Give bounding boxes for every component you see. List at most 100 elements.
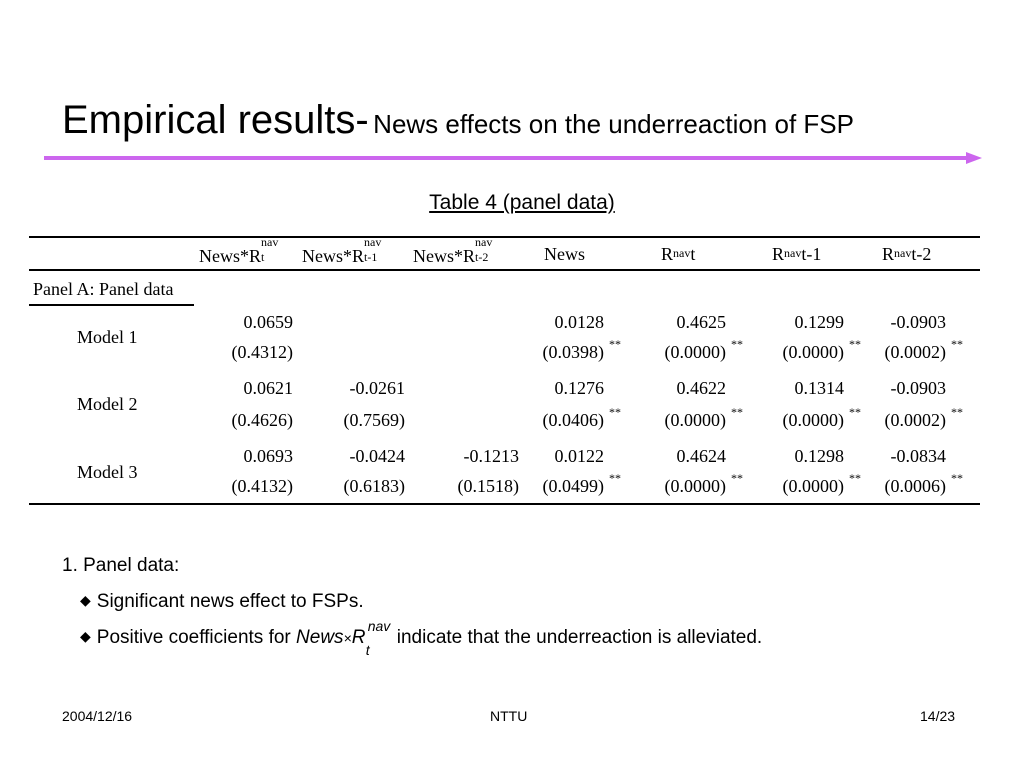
significance-stars: ** (731, 337, 743, 351)
coefficient-cell: 0.0693 (243, 446, 294, 466)
row-label: Model 1 (77, 327, 138, 347)
title-subtitle: News effects on the underreaction of FSP (373, 109, 854, 139)
column-header-superscript: nav (475, 235, 493, 249)
significance-stars: ** (951, 405, 963, 419)
significance-stars: ** (951, 337, 963, 351)
pvalue-cell: (0.0000) (782, 476, 845, 496)
note-bullet-text: Significant news effect to FSPs. (96, 591, 364, 612)
panel-label: Panel A: Panel data (33, 279, 174, 299)
coefficient-cell: 0.0128 (554, 312, 605, 332)
coefficient-cell: -0.0261 (349, 378, 406, 398)
significance-stars: ** (849, 405, 861, 419)
column-header-base: R (882, 244, 895, 264)
row-label: Model 3 (77, 462, 138, 482)
coefficient-cell: -0.0834 (890, 446, 947, 466)
pvalue-cell: (0.0000) (664, 342, 727, 362)
coefficient-cell: -0.0903 (890, 312, 947, 332)
significance-stars: ** (609, 337, 621, 351)
column-header-base: News*R (302, 246, 364, 266)
column-header-superscript: nav (784, 246, 802, 260)
pvalue-cell: (0.0002) (884, 410, 947, 430)
column-header-superscript: nav (364, 235, 382, 249)
coefficient-cell: 0.1276 (554, 378, 605, 398)
pvalue-cell: (0.0398) (542, 342, 605, 362)
significance-stars: ** (731, 471, 743, 485)
pvalue-cell: (0.6183) (343, 476, 406, 496)
pvalue-cell: (0.0499) (542, 476, 605, 496)
note-bullet: ◆ Significant news effect to FSPs. (62, 584, 762, 620)
column-header: Rnavt (661, 244, 695, 265)
coefficient-cell: -0.0424 (349, 446, 406, 466)
significance-stars: ** (849, 337, 861, 351)
column-header-tail: t (690, 244, 696, 264)
column-header-base: News*R (199, 246, 261, 266)
row-label: Model 2 (77, 394, 138, 414)
column-header-scripts: nav t (261, 235, 283, 264)
title-underline-arrow (44, 152, 982, 164)
significance-stars: ** (951, 471, 963, 485)
coefficient-cell: 0.4624 (676, 446, 727, 466)
title-main: Empirical results- (62, 98, 369, 142)
coefficient-cell: 0.1298 (794, 446, 845, 466)
r-symbol: R (351, 627, 366, 648)
table-bottom-rule (29, 503, 980, 505)
pvalue-cell: (0.4132) (231, 476, 294, 496)
significance-stars: ** (609, 471, 621, 485)
column-header-superscript: nav (894, 246, 912, 260)
diamond-bullet-icon: ◆ (80, 628, 91, 644)
column-header-subscript: t (261, 250, 265, 264)
coefficient-cell: -0.0903 (890, 378, 947, 398)
column-header: News*R nav t-2 (413, 235, 497, 267)
column-header-subscript: t-1 (364, 250, 378, 264)
pvalue-cell: (0.4626) (231, 410, 294, 430)
coefficient-cell: 0.0621 (243, 378, 294, 398)
slide-title: Empirical results- News effects on the u… (62, 98, 854, 143)
note-bullet-text-end: indicate that the underreaction is allev… (396, 627, 763, 648)
significance-stars: ** (849, 471, 861, 485)
table-top-rule (29, 236, 980, 238)
coefficient-cell: 0.0659 (243, 312, 294, 332)
times-symbol: × (343, 630, 352, 646)
column-header: News (544, 244, 585, 265)
significance-stars: ** (731, 405, 743, 419)
panel-label-rule (29, 304, 194, 306)
coefficient-cell: 0.1314 (794, 378, 845, 398)
pvalue-cell: (0.0000) (664, 410, 727, 430)
pvalue-cell: (0.4312) (231, 342, 294, 362)
column-header-base: R (772, 244, 785, 264)
pvalue-cell: (0.7569) (343, 410, 406, 430)
column-header-tail: t-2 (911, 244, 932, 264)
column-header: Rnavt-1 (772, 244, 821, 265)
column-header-tail: t-1 (801, 244, 822, 264)
significance-stars: ** (609, 405, 621, 419)
r-superscript: nav (367, 618, 391, 634)
column-header-superscript: nav (261, 235, 279, 249)
coefficient-cell: 0.1299 (794, 312, 845, 332)
pvalue-cell: (0.0000) (782, 410, 845, 430)
table-header-rule (29, 269, 980, 271)
r-subscript: t (365, 642, 370, 658)
results-table: Panel A: Panel data News*R nav t News*R nav t… (29, 235, 980, 506)
column-header-base: News (544, 244, 585, 264)
column-header: News*R nav t (199, 235, 283, 267)
note-bullet-text: Positive coefficients for (96, 627, 291, 648)
news-term: News (296, 627, 344, 648)
coefficient-cell: 0.4622 (676, 378, 727, 398)
pvalue-cell: (0.0406) (542, 410, 605, 430)
column-header-base: R (661, 244, 674, 264)
notes: 1. Panel data: ◆ Significant news effect … (62, 548, 763, 658)
note-bullet: ◆ Positive coefficients for News×R nav t in… (62, 618, 763, 658)
column-header-subscript: t-2 (475, 250, 489, 264)
pvalue-cell: (0.0000) (664, 476, 727, 496)
footer-date: 2004/12/16 (62, 708, 133, 724)
footer-center: NTTU (490, 708, 528, 724)
coefficient-cell: 0.4625 (676, 312, 727, 332)
column-header-scripts: nav t-2 (475, 235, 497, 264)
diamond-bullet-icon: ◆ (80, 592, 91, 608)
column-header-scripts: nav t-1 (364, 235, 386, 264)
column-header-base: News*R (413, 246, 475, 266)
table-caption: Table 4 (panel data) (429, 191, 615, 214)
pvalue-cell: (0.0006) (884, 476, 947, 496)
pvalue-cell: (0.0002) (884, 342, 947, 362)
